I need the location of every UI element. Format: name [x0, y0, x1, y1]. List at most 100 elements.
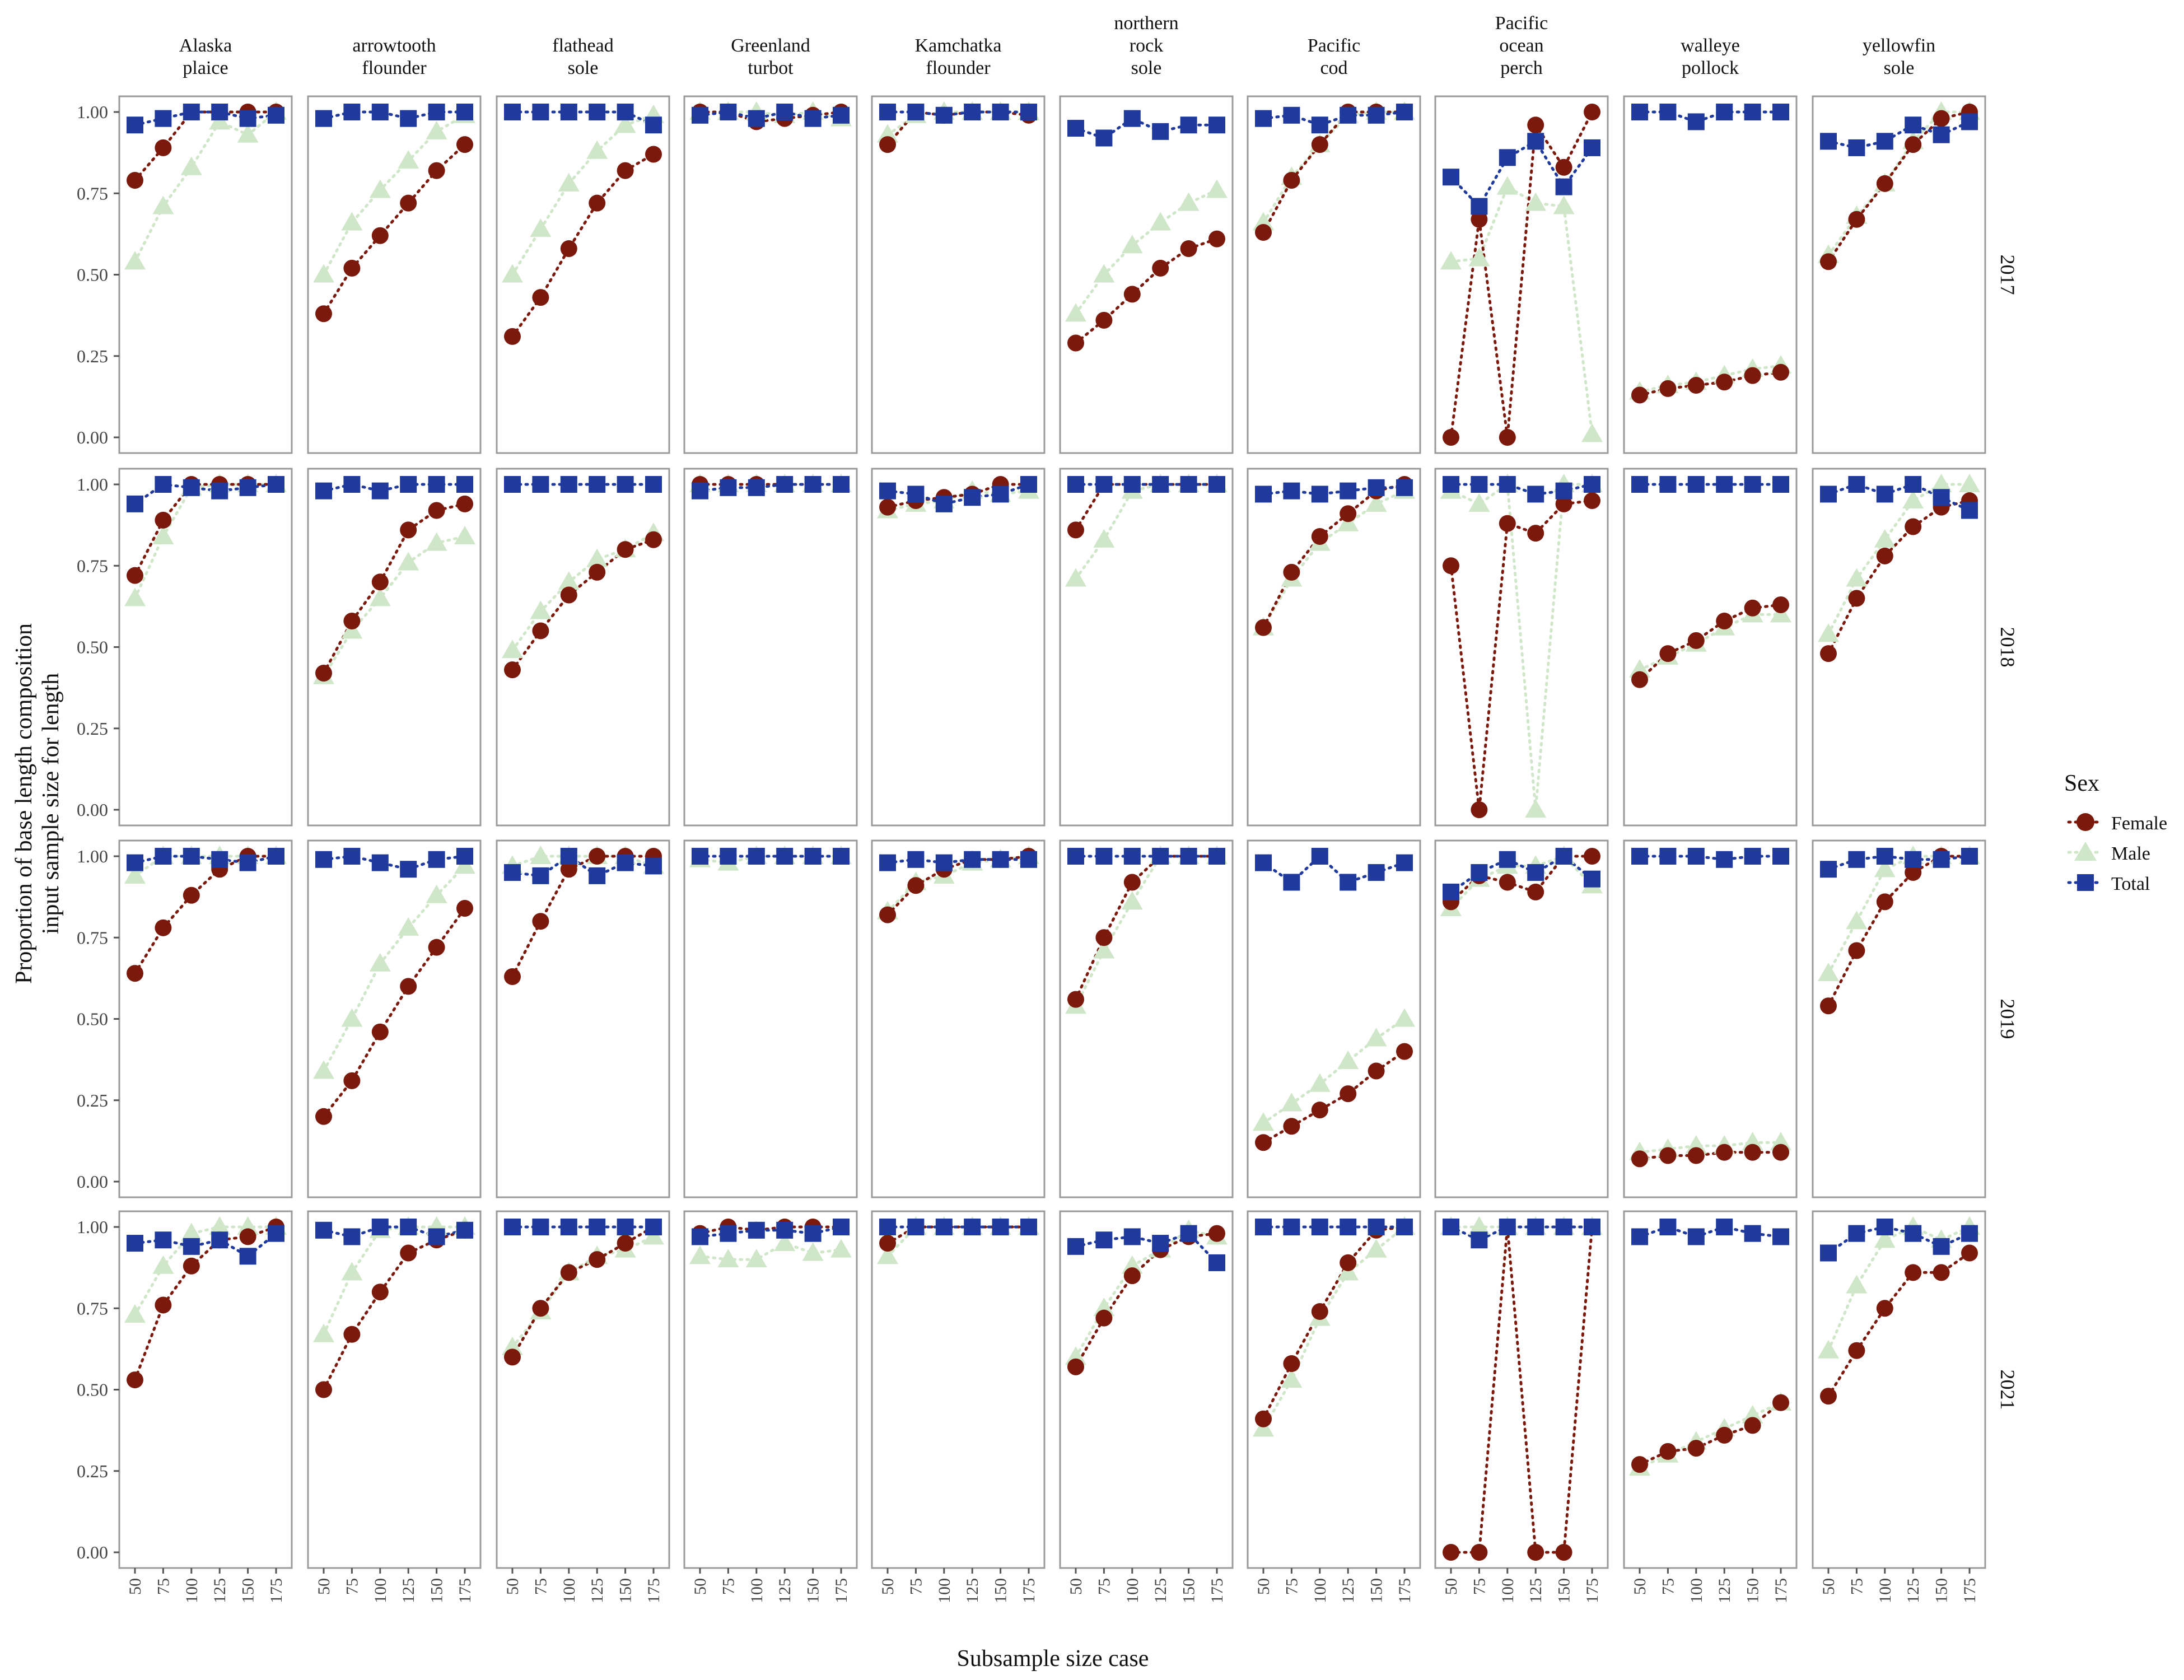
point-male	[209, 1216, 231, 1235]
point-male	[1337, 1051, 1359, 1070]
point-female	[1687, 632, 1705, 649]
point-male	[426, 532, 447, 551]
point-female	[1283, 563, 1300, 581]
point-total	[183, 104, 200, 120]
point-female	[1311, 1303, 1328, 1320]
x-tick-label: 150	[1368, 1578, 1386, 1603]
point-female	[1659, 1147, 1677, 1164]
point-total	[315, 482, 332, 500]
panel-2018-6	[1247, 468, 1421, 827]
point-male	[341, 212, 363, 231]
panel-2021-2	[496, 1210, 670, 1569]
point-total	[1933, 126, 1950, 143]
point-female	[504, 968, 521, 985]
panel-frame	[496, 1210, 670, 1569]
panel-2019-6	[1247, 839, 1421, 1198]
point-total	[1687, 113, 1705, 130]
point-total	[1933, 851, 1950, 868]
point-female	[1471, 211, 1488, 228]
y-tick-label: 0.50	[77, 637, 108, 657]
point-total	[1020, 851, 1037, 868]
point-male	[124, 251, 146, 270]
panel-frame	[1434, 95, 1609, 454]
column-strip-label-9: sole	[1884, 58, 1915, 78]
column-strip-label-5: northern	[1114, 13, 1178, 34]
point-total	[155, 848, 172, 865]
point-female	[1311, 528, 1328, 545]
y-tick-label: 0.00	[77, 800, 108, 820]
x-tick-label: 175	[267, 1578, 286, 1603]
point-female	[456, 899, 473, 917]
panel-2017-7	[1434, 95, 1609, 454]
point-total	[532, 476, 549, 493]
point-male	[1525, 192, 1547, 211]
point-total	[1876, 486, 1893, 503]
point-female	[343, 1072, 361, 1089]
point-male	[1818, 623, 1839, 642]
point-total	[720, 479, 737, 496]
row-strip-labels: 2017 2018 2019 2021	[1996, 255, 2019, 1410]
row-strip-2019: 2019	[1996, 999, 2019, 1039]
point-total	[400, 110, 417, 127]
point-male	[1309, 1073, 1331, 1092]
point-total	[1283, 106, 1300, 124]
legend-item-total: Total	[2067, 874, 2150, 894]
point-female	[371, 1023, 389, 1040]
point-total	[964, 1219, 981, 1235]
column-strip-label-7: ocean	[1499, 35, 1543, 56]
point-female	[617, 1235, 634, 1252]
point-total	[776, 1221, 794, 1239]
panel-frame	[1059, 839, 1234, 1198]
point-total	[645, 116, 662, 134]
x-tick-label: 75	[1282, 1578, 1301, 1595]
point-total	[804, 476, 822, 493]
panel-frame	[683, 95, 858, 454]
column-strip-label-3: turbot	[748, 58, 794, 78]
point-male	[369, 587, 391, 606]
point-male	[1365, 493, 1387, 512]
point-female	[589, 194, 606, 212]
point-female	[1876, 175, 1893, 192]
point-total	[935, 495, 953, 512]
point-total	[456, 1221, 473, 1239]
x-tick-label: 150	[428, 1578, 446, 1603]
point-total	[456, 476, 473, 493]
point-female	[1933, 110, 1950, 127]
series-line-female	[511, 855, 655, 978]
point-female	[428, 939, 445, 956]
point-total	[1340, 482, 1357, 500]
panel-frame	[1434, 839, 1609, 1198]
point-male	[1770, 1132, 1791, 1151]
point-female	[1067, 521, 1084, 539]
y-tick-label: 0.50	[77, 1380, 108, 1400]
column-strip-label-0: Alaska	[179, 35, 232, 56]
x-tick-label: 75	[1470, 1578, 1488, 1595]
point-female	[645, 531, 662, 548]
legend: Sex Female Male Total	[2064, 771, 2167, 894]
point-female	[1067, 991, 1084, 1008]
point-female	[907, 877, 925, 894]
column-strip-labels: Alaskaplaicearrowtoothflounderflatheadso…	[179, 13, 1935, 78]
legend-item-male: Male	[2067, 842, 2150, 864]
point-male	[877, 124, 898, 143]
point-total	[776, 848, 794, 865]
x-tick-label: 150	[992, 1578, 1010, 1603]
panel-frame	[683, 839, 858, 1198]
point-total	[589, 104, 606, 120]
series-line-male	[1262, 1225, 1406, 1430]
point-total	[692, 848, 708, 865]
point-male	[124, 587, 146, 606]
point-male	[1093, 529, 1115, 548]
point-female	[1631, 386, 1648, 404]
x-tick-label: 50	[1819, 1578, 1838, 1595]
point-total	[1584, 139, 1600, 156]
panel-2017-9	[1812, 95, 1986, 454]
point-total	[1687, 476, 1705, 493]
point-total	[1443, 883, 1459, 900]
panel-frame	[1623, 95, 1798, 454]
point-male	[1121, 1255, 1143, 1274]
point-female	[1687, 1147, 1705, 1164]
point-female	[428, 502, 445, 519]
point-total	[1152, 476, 1169, 493]
point-total	[1772, 848, 1789, 865]
